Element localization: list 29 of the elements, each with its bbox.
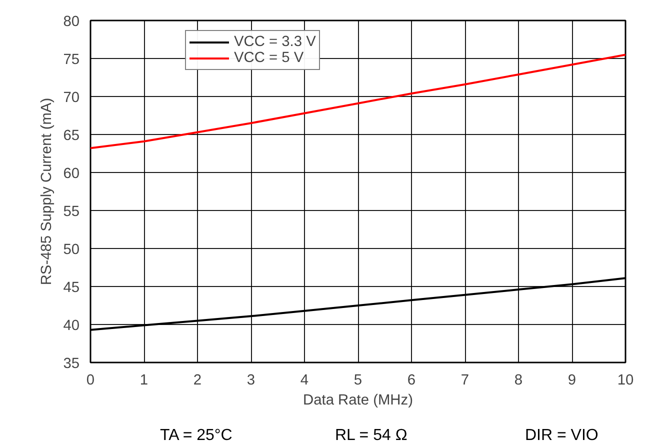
legend-label: VCC = 5 V: [234, 50, 304, 66]
x-tick-label: 8: [514, 372, 523, 388]
x-tick-label: 0: [86, 372, 95, 388]
y-tick-label: 75: [63, 52, 80, 68]
x-tick-label: 3: [246, 372, 256, 388]
x-tick-label: 4: [300, 372, 309, 388]
y-tick-label: 80: [63, 14, 80, 30]
x-tick-label: 6: [407, 372, 416, 388]
x-axis-title: Data Rate (MHz): [303, 392, 413, 408]
y-tick-label: 60: [63, 166, 80, 182]
text: TA = 25°C: [160, 426, 232, 446]
y-tick-label: 70: [63, 90, 80, 106]
y-tick-label: 50: [63, 242, 80, 258]
x-tick-label: 7: [460, 372, 470, 388]
y-tick-label: 35: [63, 356, 80, 372]
x-tick-label: 2: [193, 372, 202, 388]
y-tick-label: 65: [63, 128, 80, 144]
text: DIR = VIO: [525, 426, 598, 446]
y-tick-label: 45: [63, 280, 80, 296]
x-tick-label: 1: [140, 372, 148, 388]
x-tick-label: 10: [617, 372, 634, 388]
x-tick-label: 9: [568, 372, 576, 388]
y-tick-label: 40: [63, 318, 80, 334]
y-axis-title: RS-485 Supply Current (mA): [39, 98, 56, 286]
y-tick-label: 55: [63, 204, 80, 220]
legend-label: VCC = 3.3 V: [234, 34, 316, 50]
line-series: [90, 54, 626, 150]
text: RL = 54 Ω: [335, 426, 408, 446]
x-tick-label: 5: [354, 372, 362, 388]
